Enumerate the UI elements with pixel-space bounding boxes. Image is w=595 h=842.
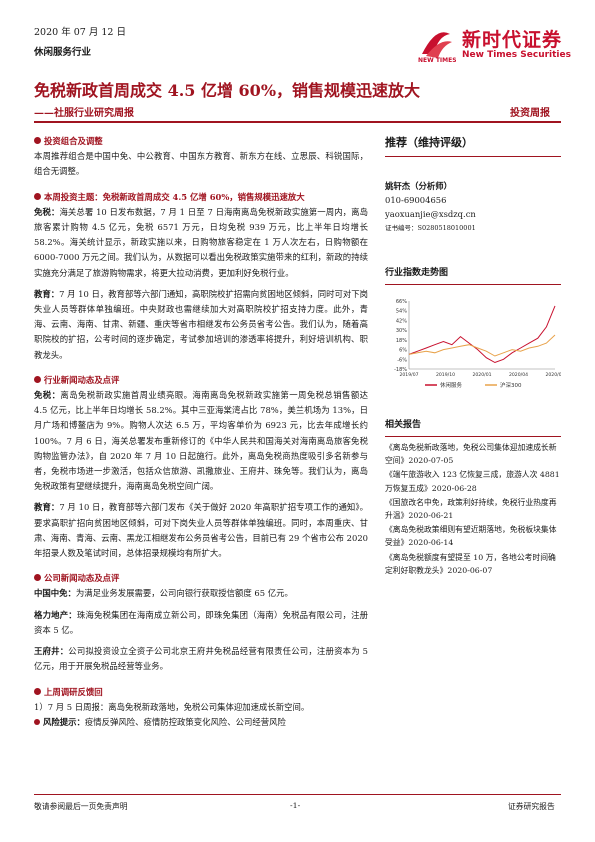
y-tick-label: 18%: [396, 338, 407, 344]
logo-cn-text: 新时代证券: [462, 29, 563, 51]
x-tick-label: 2019/07: [399, 372, 418, 378]
bullet-icon: [34, 574, 41, 582]
company-item: 王府井：公司拟投资设立全资子公司北京王府井免税品经营有限责任公司，注册资本为 5…: [34, 646, 368, 672]
footer-disclaimer: 敬请参阅最后一页免责声明: [34, 802, 128, 811]
risk-warning: 风险提示：疫情反弹风险、疫情防控政策变化风险、公司经营风险: [34, 715, 368, 730]
y-tick-label: -18%: [394, 367, 407, 373]
logo-en-text: New Times Securities: [462, 50, 571, 60]
rating-label: 推荐（维持评级）: [385, 136, 473, 149]
company-item: 格力地产：珠海免税集团在海南成立新公司，即珠免集团（海南）免税品有限公司，注册资…: [34, 609, 369, 635]
x-tick-label: 2020/04: [509, 372, 528, 378]
rating-divider: [385, 156, 561, 157]
analyst-block: 姚轩杰（分析师） 010-69004656 yaoxuanjie@xsdzq.c…: [385, 179, 561, 235]
y-tick-label: 6%: [399, 348, 407, 354]
bullet-icon: [34, 718, 40, 725]
header-industry: 休闲服务行业: [34, 47, 92, 58]
legend-label: 沪深300: [500, 381, 522, 389]
chart-divider: [385, 284, 561, 285]
analyst-email[interactable]: yaoxuanjie@xsdzq.cn: [385, 209, 476, 219]
related-report-link[interactable]: 《端午旅游收入 123 亿恢复三成，旅游人次 4881 万恢复五成》2020-0…: [385, 470, 560, 493]
analyst-cert: 证书编号：S0280518010001: [385, 224, 476, 232]
related-report-link[interactable]: 《离岛免税额度有望提至 10 万，各地公考时间确定利好职教龙头》2020-06-…: [385, 552, 556, 575]
section-heading-company: 公司新闻动态及点评: [34, 571, 368, 586]
header-date: 2020 年 07 月 12 日: [34, 27, 126, 38]
x-tick-label: 2019/10: [436, 372, 455, 378]
portfolio-text: 本周推荐组合是中国中免、中公教育、中国东方教育、新东方在线、立思辰、科锐国际，组…: [34, 151, 368, 177]
section-heading-portfolio: 投资组合及调整: [34, 134, 368, 149]
company-logo: NEW TIMES 新时代证券 New Times Securities: [416, 22, 571, 70]
views-paragraph-tax: 免税：海关总署 10 日发布数据，7 月 1 日至 7 日海南离岛免税新政实施第…: [34, 206, 369, 278]
series-line: [408, 334, 556, 357]
main-content: 投资组合及调整 本周推荐组合是中国中免、中公教育、中国东方教育、新东方在线、立思…: [34, 130, 368, 730]
logo-mark-icon: NEW TIMES: [418, 32, 456, 64]
footer-label: 证券研究报告: [508, 802, 555, 811]
analyst-phone: 010-69004656: [385, 195, 447, 205]
review-line: 1）7 月 5 日周报：离岛免税新政落地，免税公司集体迎加速成长新空间。: [34, 701, 310, 712]
footer-divider: [34, 794, 561, 795]
company-item: 中国中免：为满足业务发展需要，公司向银行获取授信额度 65 亿元。: [34, 588, 293, 599]
y-tick-label: -6%: [397, 357, 407, 363]
bullet-icon: [34, 192, 41, 200]
sidebar: 推荐（维持评级） 姚轩杰（分析师） 010-69004656 yaoxuanji…: [385, 130, 565, 578]
y-tick-label: 54%: [396, 309, 407, 315]
related-report-link[interactable]: 《离岛免税政策细则有望近期落地，免税板块集体受益》2020-06-14: [385, 525, 557, 548]
section-heading-dynamics: 行业新闻动态及点评: [34, 373, 368, 388]
analyst-name: 姚轩杰（分析师）: [385, 181, 452, 191]
report-type: 投资周报: [510, 108, 550, 119]
title-divider: [34, 121, 561, 123]
dynamics-paragraph-tax: 免税：离岛免税新政实施首周业绩亮眼。海南离岛免税新政实施第一周免税总销售额达 4…: [34, 390, 369, 492]
bullet-icon: [34, 137, 41, 144]
chart-heading: 行业指数走势图: [385, 268, 449, 278]
y-tick-label: 42%: [396, 318, 407, 324]
related-report-link[interactable]: 《国旅改名中免，政策利好持续，免税行业热度再升温》2020-06-21: [385, 497, 557, 521]
y-tick-label: 66%: [396, 299, 407, 305]
x-tick-label: 2020/01: [472, 372, 491, 378]
related-list: 《离岛免税新政落地，免税公司集体迎加速成长新空间》2020-07-05 《端午旅…: [385, 441, 561, 577]
bullet-icon: [34, 375, 41, 383]
y-tick-label: 30%: [396, 328, 407, 334]
section-heading-review: 上周调研反馈回: [34, 685, 368, 700]
views-paragraph-edu: 教育：7 月 10 日，教育部等六部门通知，高职院校扩招需向贫困地区倾斜，同时可…: [34, 288, 368, 360]
x-tick-label: 2020/07: [545, 372, 561, 378]
related-report-link[interactable]: 《离岛免税新政落地，免税公司集体迎加速成长新空间》2020-07-05: [385, 443, 557, 466]
report-subtitle: ——社服行业研究周报: [34, 108, 134, 119]
index-chart-svg: 66% 54% 42% 30% 18% 6% -6% -18%2019/07 2019/10 20…: [394, 299, 565, 389]
page-number: -1-: [290, 801, 301, 810]
report-title: 免税新政首周成交 4.5 亿增 60%，销售规模迅速放大: [34, 81, 421, 100]
bullet-icon: [34, 687, 41, 695]
index-chart: 66% 54% 42% 30% 18% 6% -6% -18% 2019/07 2019/10 20…: [385, 295, 565, 395]
related-divider: [385, 436, 561, 437]
series-line: [408, 305, 556, 364]
related-heading: 相关报告: [385, 420, 422, 430]
legend-label: 休闲服务: [440, 381, 463, 389]
dynamics-paragraph-edu: 教育：7 月 10 日，教育部等六部门发布《关于做好 2020 年高职扩招专项工…: [34, 502, 369, 559]
section-heading-views: 本周投资主题：免税新政首周成交 4.5 亿增 60%，销售规模迅速放大: [34, 190, 368, 205]
svg-text:NEW TIMES: NEW TIMES: [418, 57, 456, 64]
